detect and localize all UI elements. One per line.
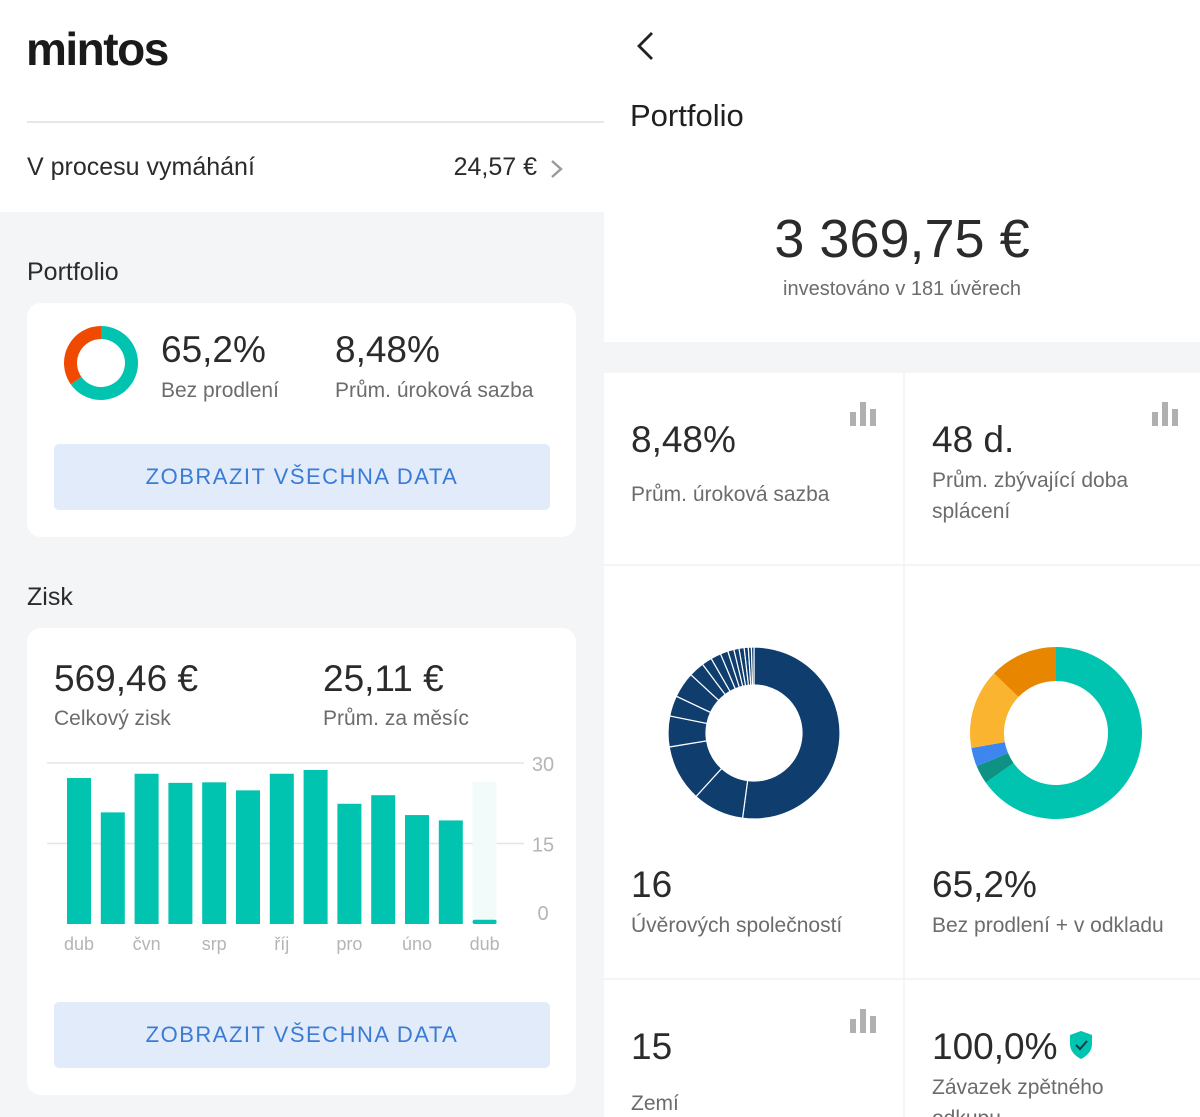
back-arrow-icon[interactable]	[634, 30, 658, 62]
lenders-donut-chart	[667, 646, 841, 820]
portfolio-header: Portfolio 3 369,75 € investováno v 181 ú…	[604, 0, 1200, 342]
y-tick-label: 0	[537, 903, 548, 925]
status-donut-chart	[970, 647, 1142, 819]
tile-value: 15	[631, 1026, 673, 1067]
remaining-term-tile[interactable]: 48 d. Prům. zbývající doba splácení	[905, 373, 1200, 564]
x-tick-label: čvn	[133, 934, 161, 954]
bar[interactable]	[100, 812, 125, 924]
tile-label: Prům. úroková sazba	[631, 483, 830, 506]
bar[interactable]	[236, 790, 260, 924]
portfolio-show-all-button[interactable]: ZOBRAZIT VŠECHNA DATA	[54, 444, 550, 510]
lenders-donut-slice-15	[750, 646, 755, 686]
tile-label: Bez prodlení + v odkladu	[932, 914, 1164, 937]
current-share-label: Bez prodlení	[161, 379, 279, 402]
divider	[27, 121, 604, 123]
y-tick-label: 15	[532, 835, 554, 857]
tile-value: 16	[631, 864, 673, 905]
portfolio-section-title: Portfolio	[27, 258, 119, 286]
recovery-row[interactable]: V procesu vymáhání 24,57 €	[27, 150, 567, 190]
bar-chart-icon	[1152, 402, 1178, 426]
tile-value: 100,0%	[932, 1026, 1058, 1067]
portfolio-donut-slice-0	[70, 326, 138, 400]
avg-monthly-label: Prům. za měsíc	[323, 707, 469, 730]
buyback-tile[interactable]: 100,0% Závazek zpětného odkupu	[905, 980, 1200, 1117]
bar[interactable]	[134, 773, 159, 924]
current-month-highlight	[472, 781, 497, 924]
total-profit-value: 569,46 €	[54, 658, 199, 699]
bar[interactable]	[405, 815, 429, 924]
total-invested-value: 3 369,75 €	[774, 209, 1030, 269]
bar-chart-icon	[850, 1009, 876, 1033]
portfolio-donut-chart	[64, 326, 138, 400]
header-section: mintos V procesu vymáhání 24,57 €	[0, 0, 604, 212]
status-tile[interactable]: 65,2% Bez prodlení + v odkladu	[905, 566, 1200, 978]
status-donut-slice-3	[970, 673, 1019, 749]
status-donut-slice-0	[985, 647, 1142, 819]
countries-tile[interactable]: 15 Zemí	[604, 980, 903, 1117]
avg-monthly-value: 25,11 €	[323, 658, 444, 699]
tile-value: 65,2%	[932, 864, 1037, 905]
status-donut-slice-1	[976, 753, 1014, 783]
portfolio-detail-panel: Portfolio 3 369,75 € investováno v 181 ú…	[604, 0, 1200, 1117]
tile-label: Zemí	[631, 1092, 679, 1115]
total-invested-subtitle: investováno v 181 úvěrech	[783, 278, 1021, 300]
page-title: Portfolio	[630, 98, 744, 133]
interest-rate-value: 8,48%	[335, 329, 440, 370]
interest-rate-tile[interactable]: 8,48% Prům. úroková sazba	[604, 373, 903, 564]
x-tick-label: pro	[336, 934, 362, 954]
lenders-donut-slice-0	[741, 646, 841, 820]
profit-show-all-button[interactable]: ZOBRAZIT VŠECHNA DATA	[54, 1002, 550, 1068]
profit-section-title: Zisk	[27, 583, 73, 611]
status-donut-slice-2	[971, 742, 1009, 767]
total-profit-label: Celkový zisk	[54, 707, 171, 730]
current-share-value: 65,2%	[161, 329, 266, 370]
bar[interactable]	[303, 769, 328, 924]
dashboard-panel: mintos V procesu vymáhání 24,57 € Portfo…	[0, 0, 604, 1095]
tile-label: Úvěrových společností	[631, 914, 843, 937]
mintos-logo: mintos	[26, 23, 169, 75]
chevron-right-icon	[551, 160, 563, 178]
bar[interactable]	[438, 820, 463, 924]
y-tick-label: 30	[532, 754, 554, 776]
tile-value: 8,48%	[631, 419, 736, 460]
profit-card: 569,46 € Celkový zisk 25,11 € Prům. za m…	[27, 628, 576, 1095]
x-tick-label: dub	[470, 934, 500, 954]
x-tick-label: srp	[202, 934, 227, 954]
x-tick-label: říj	[274, 934, 289, 954]
monthly-profit-bar-chart: 30 15 0 dub čvn srp říj pro úno dub	[47, 754, 554, 954]
x-tick-label: dub	[64, 934, 94, 954]
x-tick-label: úno	[402, 934, 432, 954]
interest-rate-label: Prům. úroková sazba	[335, 379, 534, 402]
bar[interactable]	[269, 773, 294, 924]
bar[interactable]	[67, 778, 91, 924]
bar[interactable]	[168, 782, 193, 924]
portfolio-donut-slice-1	[64, 326, 101, 385]
lenders-tile[interactable]: 16 Úvěrových společností	[604, 566, 903, 978]
shield-check-icon	[1070, 1031, 1092, 1059]
tile-value: 48 d.	[932, 419, 1015, 460]
bar[interactable]	[371, 795, 396, 924]
tile-label: Závazek zpětného odkupu	[932, 1076, 1104, 1117]
portfolio-card: 65,2% Bez prodlení 8,48% Prům. úroková s…	[27, 303, 576, 537]
bar[interactable]	[202, 782, 227, 924]
recovery-label: V procesu vymáhání	[27, 153, 255, 181]
tile-label: Prům. zbývající doba splácení	[932, 469, 1129, 523]
bar[interactable]	[472, 919, 497, 924]
bar-chart-icon	[850, 402, 876, 426]
recovery-value: 24,57 €	[453, 153, 537, 181]
bar[interactable]	[337, 803, 362, 924]
status-donut-slice-4	[994, 647, 1056, 697]
